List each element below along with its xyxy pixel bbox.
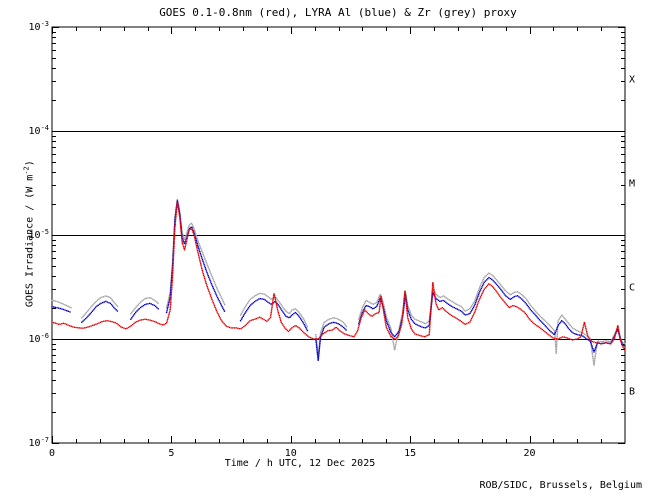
chart-title: GOES 0.1-0.8nm (red), LYRA Al (blue) & Z… [159,6,517,19]
y-tick-label: 10-7 [29,436,49,449]
y-axis-label: GOES Irradiance / (W m-2) [22,124,35,344]
y-axis-label-close: ) [24,160,36,167]
y-axis-label-exponent: -2 [22,166,31,175]
y-axis-label-text: GOES Irradiance / (W m [24,174,36,308]
flare-class-label: X [629,75,635,86]
series-goes-0-1-0-8nm [51,202,626,351]
flare-class-label: C [629,283,635,294]
y-tick-label: 10-3 [29,20,49,33]
flare-class-label: B [629,387,635,398]
x-tick-label: 0 [49,448,55,459]
credit-text: ROB/SIDC, Brussels, Belgium [479,480,642,491]
axes [51,26,626,444]
flare-class-label: M [629,179,635,190]
x-tick-label: 5 [168,448,174,459]
x-tick-label: 15 [404,448,416,459]
x-tick-label: 20 [523,448,535,459]
series-lyra-al-proxy [51,200,625,361]
x-axis-label: Time / h UTC, 12 Dec 2025 [224,458,376,469]
x-tick-label: 10 [285,448,297,459]
series-lyra-zr-proxy [51,198,626,366]
